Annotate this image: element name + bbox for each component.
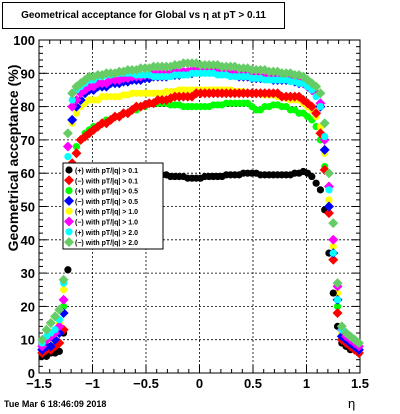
data-point [67, 114, 78, 125]
x-tick-label: 1 [303, 376, 310, 391]
data-point [325, 186, 333, 194]
y-tick-label: 60 [21, 166, 35, 181]
axis-ticks [38, 39, 361, 374]
x-axis-label: η [348, 396, 356, 411]
legend-marker [65, 187, 73, 195]
data-point [323, 201, 334, 212]
legend-label: (+) with pT/|q| > 0.5 [75, 189, 138, 196]
data-point [315, 88, 326, 99]
data-point [316, 186, 325, 194]
x-tick-label: −1 [85, 376, 100, 391]
series-8 [37, 58, 364, 349]
legend-label: (−) with pT/|q| > 0.1 [75, 178, 138, 185]
data-point [62, 128, 73, 139]
data-point [308, 172, 316, 181]
legend-label: (+) with pT/|q| > 2.0 [75, 230, 138, 237]
data-point [71, 148, 82, 159]
legend-marker [64, 195, 74, 206]
data-point [55, 347, 63, 355]
data-point [64, 266, 72, 274]
y-tick-label: 80 [21, 100, 35, 115]
data-point [45, 318, 56, 329]
data-point [323, 208, 334, 219]
legend-label: (−) with pT/|q| > 1.0 [75, 220, 138, 227]
data-point [333, 296, 342, 304]
data-point [58, 274, 69, 285]
x-tick-label: 0 [196, 376, 203, 391]
data-point [319, 144, 330, 155]
data-point [325, 196, 333, 204]
legend-marker [65, 228, 73, 236]
data-point [306, 101, 317, 112]
data-point [51, 326, 59, 334]
data-point [311, 81, 322, 92]
x-tick-label: −1.5 [26, 376, 52, 391]
y-tick-label: 10 [21, 333, 35, 348]
data-point [332, 308, 343, 319]
data-point [60, 286, 68, 294]
x-tick-label: 1.5 [351, 376, 369, 391]
data-point [64, 152, 72, 161]
data-point [54, 304, 65, 315]
data-point [329, 249, 337, 257]
y-tick-label: 0 [28, 366, 35, 381]
legend-label: (−) with pT/|q| > 2.0 [75, 240, 138, 247]
data-point [329, 242, 337, 251]
legend-label: (+) with pT/|q| > 0.1 [75, 168, 138, 175]
data-point [45, 341, 56, 352]
data-point [37, 334, 48, 345]
y-tick-label: 40 [21, 233, 35, 248]
data-point [311, 108, 322, 119]
legend-marker [65, 166, 73, 174]
legend-marker [64, 216, 74, 227]
y-tick-label: 30 [21, 266, 35, 281]
data-point [328, 234, 339, 245]
data-point [328, 254, 339, 265]
legend-box [62, 162, 164, 250]
chart-title: Geometrical acceptance for Global vs η a… [2, 2, 285, 29]
data-point [333, 302, 342, 310]
legend-label: (−) with pT/|q| > 0.5 [75, 199, 138, 206]
data-point [353, 338, 364, 349]
tick-labels: −1.5 −1 −0.5 0 0.5 1 1.5 0 10 20 30 40 50 60 70 80 90 100 [13, 33, 369, 391]
y-tick-label: 90 [21, 66, 35, 81]
y-tick-label: 70 [21, 133, 35, 148]
data-point [72, 142, 81, 151]
data-point [316, 103, 325, 111]
data-point [67, 101, 78, 112]
timestamp: Tue Mar 6 18:46:09 2018 [4, 399, 107, 409]
legend-marker [64, 237, 74, 248]
data-point [329, 289, 337, 297]
y-tick-label: 100 [13, 33, 35, 48]
data-point [323, 168, 334, 179]
data-point [50, 311, 61, 322]
x-tick-label: −0.5 [133, 376, 159, 391]
legend-label: (+) with pT/|q| > 1.0 [75, 209, 138, 216]
y-tick-label: 20 [21, 299, 35, 314]
x-tick-label: 0.5 [244, 376, 262, 391]
legend-marker [65, 207, 73, 215]
data-points [37, 58, 364, 360]
data-point [321, 132, 329, 141]
y-axis-label: Geometrical acceptance (%) [5, 65, 21, 252]
legend: (+) with pT/|q| > 0.1 (−) with pT/|q| > 0… [62, 162, 164, 250]
data-point [41, 324, 52, 335]
data-point [336, 321, 347, 332]
data-point [319, 118, 330, 129]
data-point [72, 109, 81, 117]
data-point [62, 141, 73, 152]
y-tick-label: 50 [21, 200, 35, 215]
data-point [68, 96, 76, 104]
data-point [328, 218, 339, 229]
legend-marker [64, 175, 74, 186]
data-point [312, 179, 320, 187]
data-point [58, 294, 69, 305]
data-point [332, 278, 343, 289]
data-point [67, 88, 78, 99]
